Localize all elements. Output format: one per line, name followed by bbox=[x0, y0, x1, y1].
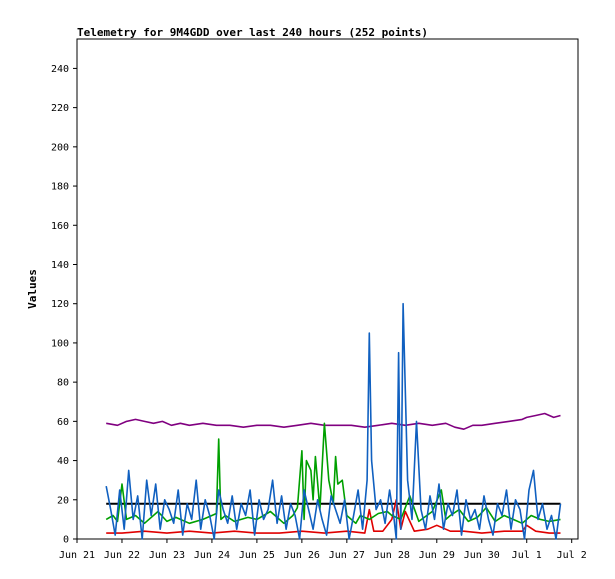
y-tick-label: 160 bbox=[51, 221, 69, 232]
x-tick-label: Jun 28 bbox=[374, 550, 410, 561]
series-line-3 bbox=[105, 422, 561, 525]
y-tick-label: 60 bbox=[57, 417, 69, 428]
x-tick-label: Jun 25 bbox=[239, 550, 275, 561]
y-tick-label: 40 bbox=[57, 456, 69, 467]
x-tick-label: Jul 1 bbox=[512, 550, 542, 561]
y-tick-label: 20 bbox=[57, 495, 69, 506]
plot-area-border bbox=[76, 38, 579, 540]
series-line-0 bbox=[106, 412, 561, 431]
y-axis-label: Values bbox=[26, 269, 39, 309]
x-tick-label: Jun 23 bbox=[149, 550, 185, 561]
y-tick-label: 120 bbox=[51, 299, 69, 310]
x-tick-label: Jun 24 bbox=[194, 550, 230, 561]
x-tick-label: Jun 29 bbox=[419, 550, 455, 561]
x-tick-label: Jul 2 bbox=[557, 550, 587, 561]
x-tick-label: Jun 21 bbox=[59, 550, 95, 561]
x-tick-label: Jun 22 bbox=[104, 550, 140, 561]
y-axis: 0 20 40 60 80 100 120 140 160 180 200 220 240 bbox=[51, 64, 77, 546]
y-tick-label: 220 bbox=[51, 103, 69, 114]
y-tick-label: 240 bbox=[51, 64, 69, 75]
x-tick-label: Jun 30 bbox=[464, 550, 500, 561]
series-line-2 bbox=[106, 498, 561, 534]
y-tick-label: 0 bbox=[63, 535, 69, 546]
y-tick-label: 100 bbox=[51, 338, 69, 349]
y-tick-label: 200 bbox=[51, 142, 69, 153]
x-tick-label: Jun 26 bbox=[284, 550, 320, 561]
y-tick-label: 140 bbox=[51, 260, 69, 271]
x-tick-label: Jun 27 bbox=[329, 550, 365, 561]
chart-title: Telemetry for 9M4GDD over last 240 hours… bbox=[77, 26, 428, 39]
series-layer bbox=[105, 302, 562, 540]
x-axis: Jun 21 Jun 22 Jun 23 Jun 24 Jun 25 Jun 26 Jun … bbox=[59, 539, 587, 561]
series-line-4 bbox=[105, 302, 562, 540]
y-tick-label: 80 bbox=[57, 378, 69, 389]
y-tick-label: 180 bbox=[51, 182, 69, 193]
